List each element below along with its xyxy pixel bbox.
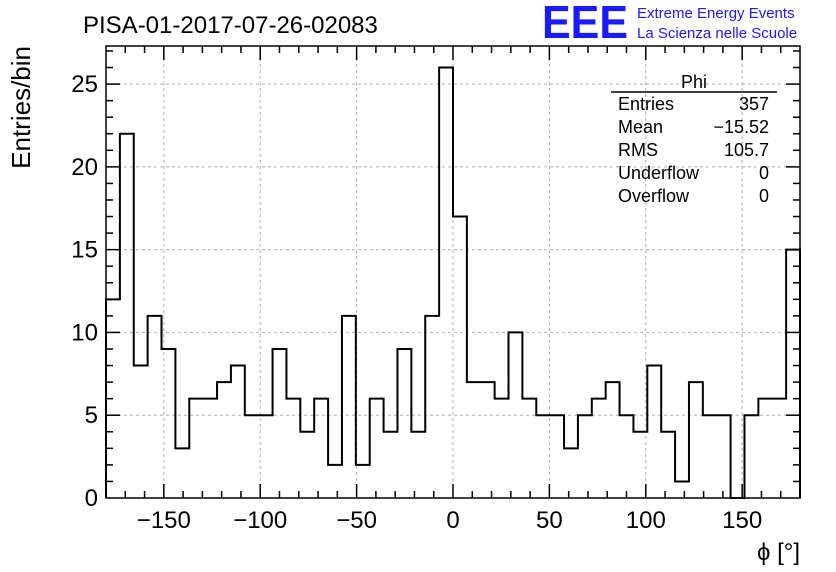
- logo-line-2: La Scienza nelle Scuole: [637, 25, 797, 42]
- y-tick-label: 10: [71, 319, 98, 346]
- x-axis-label: ϕ [°]: [757, 539, 800, 566]
- histogram-outline: [105, 66, 801, 499]
- x-tick-label: −50: [336, 507, 377, 534]
- x-tick-label: −100: [233, 507, 287, 534]
- y-axis-label: Entries/bin: [6, 46, 36, 169]
- y-axis: 0 5 10 15 20 25: [71, 50, 800, 512]
- x-tick-label: 50: [536, 507, 563, 534]
- x-tick-label: 100: [626, 507, 666, 534]
- stats-label: Entries: [618, 94, 674, 114]
- x-tick-label: 150: [722, 507, 762, 534]
- x-axis: −150 −100 −50 0 50 100 150: [124, 46, 782, 534]
- stats-label: Mean: [618, 117, 663, 137]
- y-tick-label: 15: [71, 237, 98, 264]
- y-tick-label: 25: [71, 71, 98, 98]
- chart-title: PISA-01-2017-07-26-02083: [83, 12, 378, 39]
- stats-value: 105.7: [724, 140, 769, 160]
- stats-value: 0: [759, 186, 769, 206]
- y-tick-label: 5: [85, 402, 98, 429]
- stats-label: Overflow: [618, 186, 690, 206]
- stats-title: Phi: [681, 72, 707, 92]
- y-tick-label: 0: [85, 485, 98, 512]
- stats-box: Phi Entries 357 Mean −15.52 RMS 105.7 Underflo…: [611, 72, 777, 206]
- logo-mark: EEE: [542, 0, 628, 48]
- stats-label: RMS: [618, 140, 658, 160]
- y-tick-label: 20: [71, 154, 98, 181]
- grid: [106, 46, 800, 498]
- logo-line-1: Extreme Energy Events: [637, 5, 795, 22]
- stats-value: −15.52: [713, 117, 769, 137]
- stats-value: 357: [739, 94, 769, 114]
- x-tick-label: 0: [446, 507, 459, 534]
- logo: EEE Extreme Energy Events La Scienza nel…: [542, 0, 797, 48]
- stats-label: Underflow: [618, 163, 700, 183]
- x-tick-label: −150: [137, 507, 191, 534]
- stats-value: 0: [759, 163, 769, 183]
